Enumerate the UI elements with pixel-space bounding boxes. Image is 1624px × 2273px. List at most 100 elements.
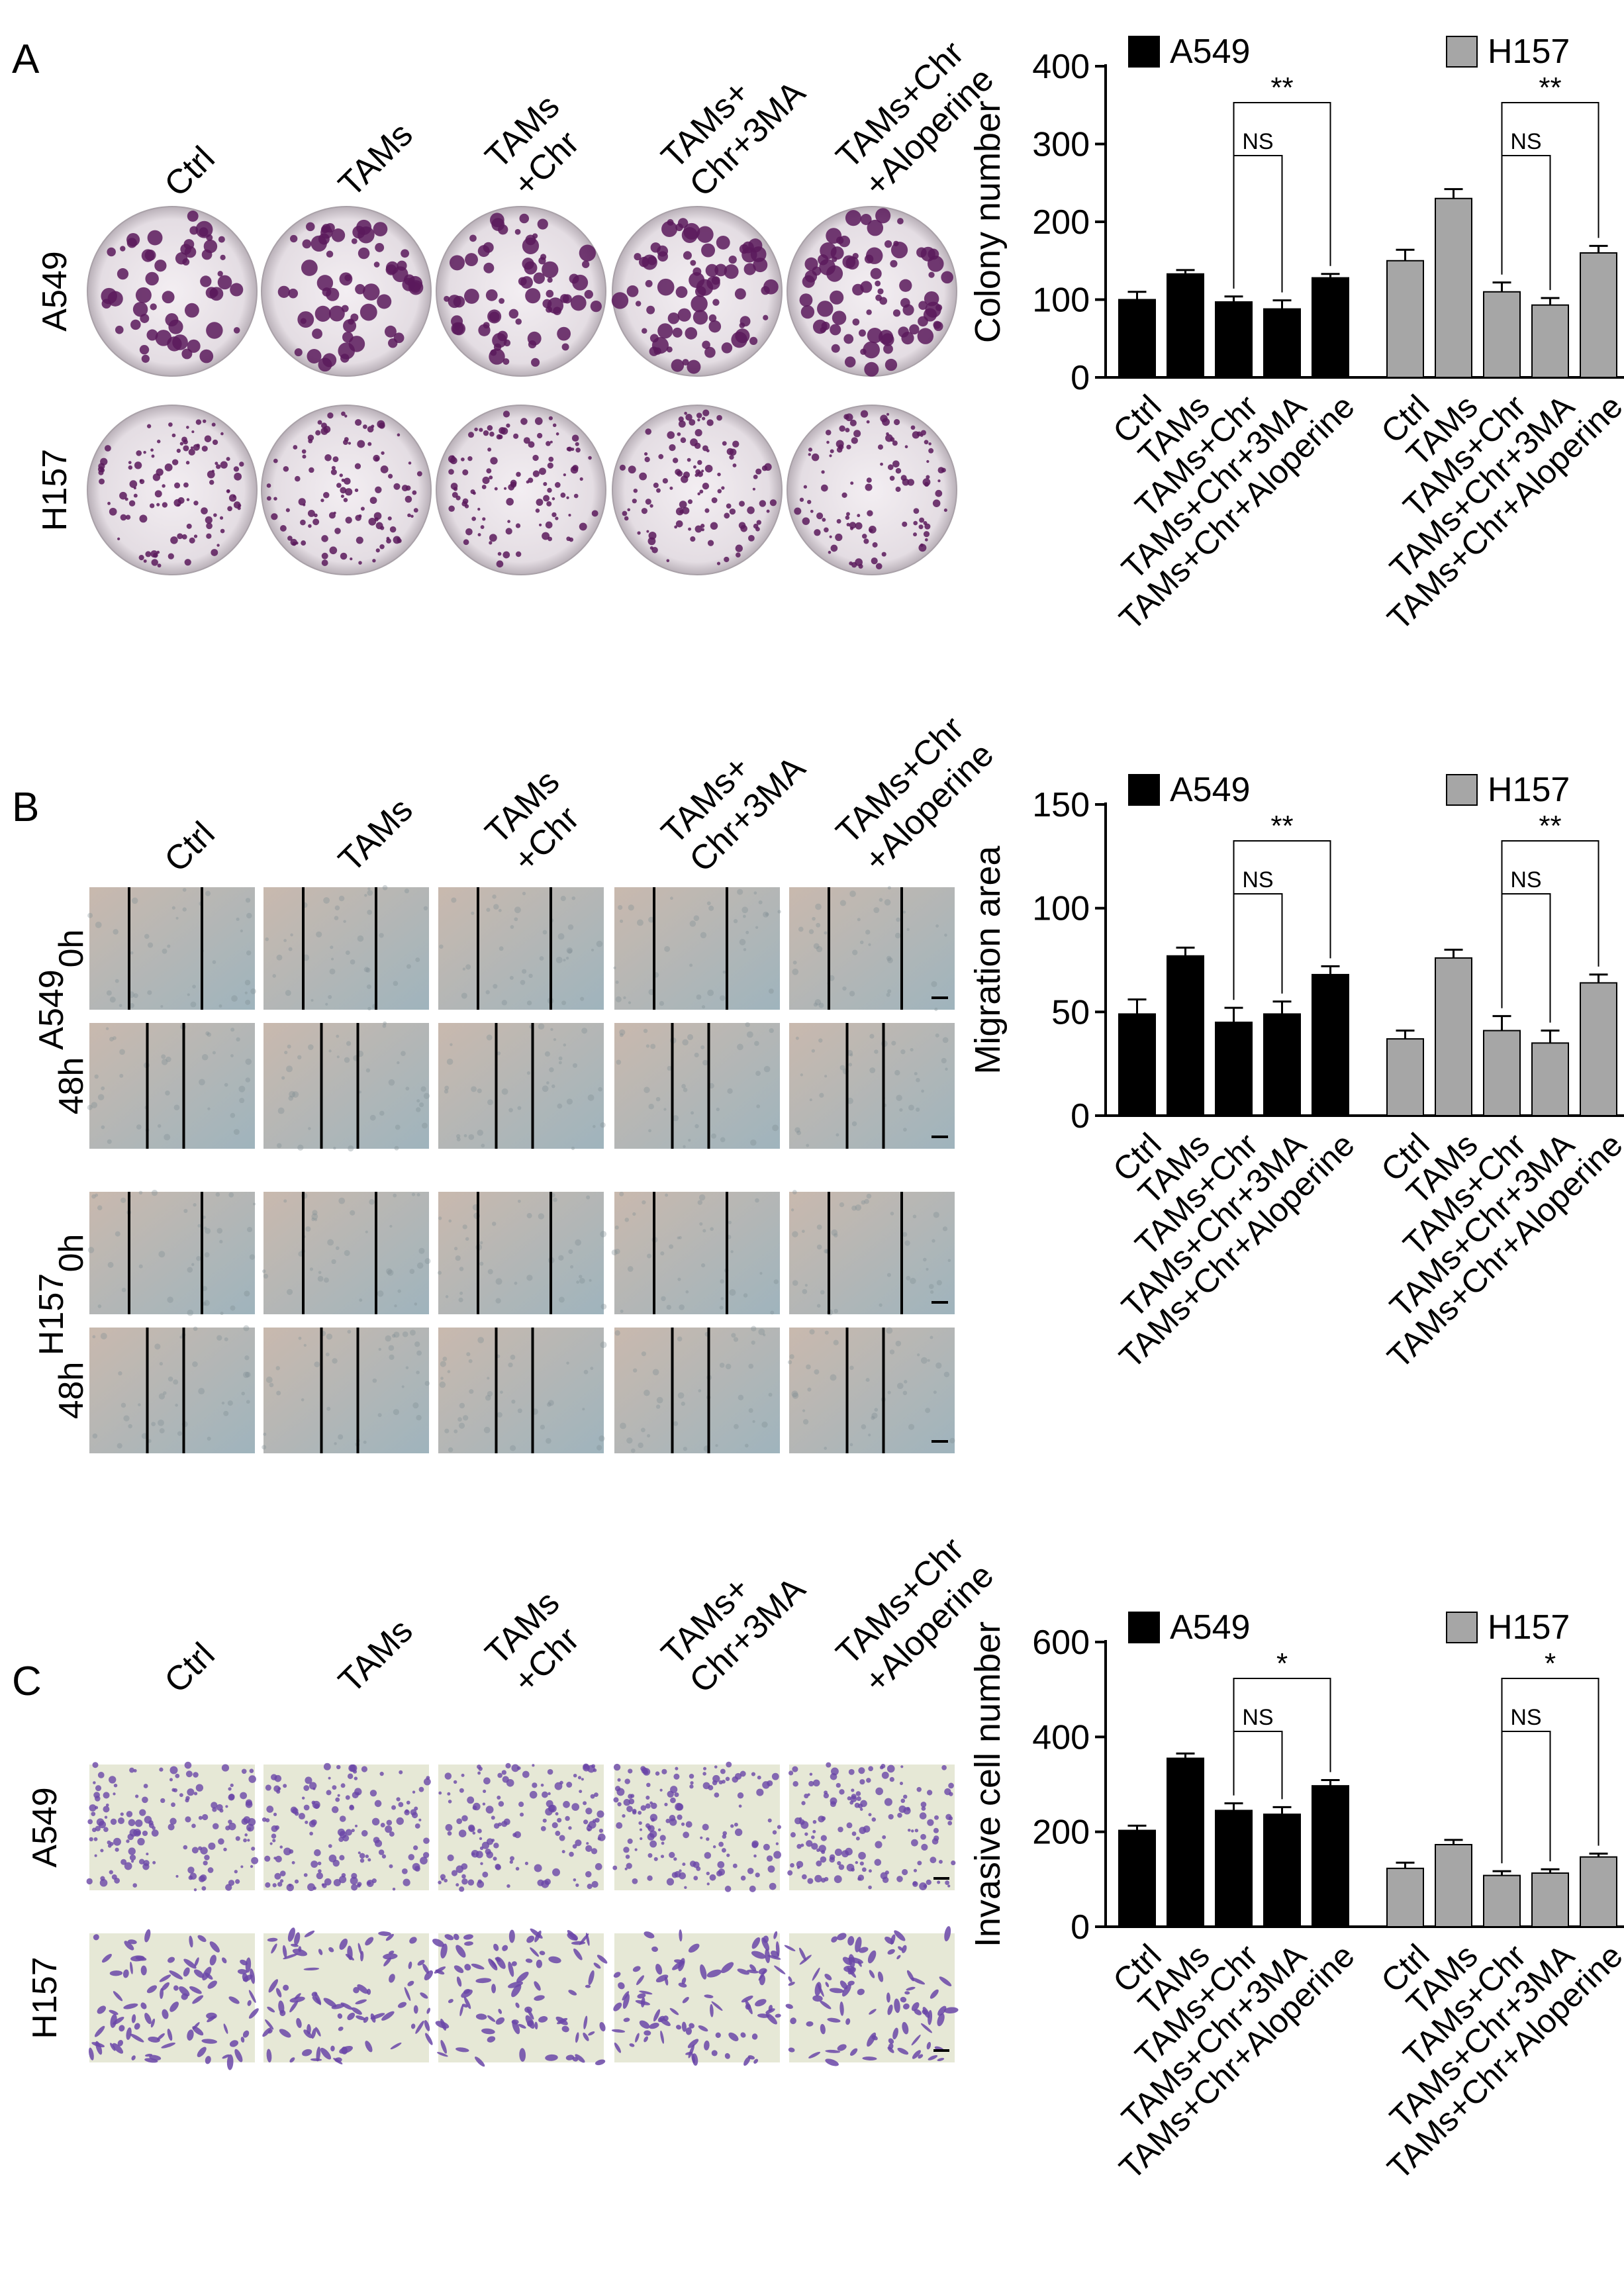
time-label: 48h bbox=[52, 1362, 91, 1420]
row-label-a549: A549 bbox=[36, 251, 74, 331]
bar bbox=[1215, 1810, 1253, 1928]
error-bar bbox=[1541, 1030, 1560, 1043]
y-tick-label: 150 bbox=[1032, 786, 1090, 824]
panel-letter: C bbox=[12, 1659, 42, 1704]
transwell-image bbox=[262, 1763, 431, 1892]
significance-outer: * bbox=[1276, 1647, 1288, 1680]
legend-swatch bbox=[1446, 774, 1478, 806]
y-axis-label: Colony number bbox=[968, 101, 1008, 343]
panel-letter: A bbox=[12, 36, 40, 82]
transwell-image bbox=[432, 1928, 608, 2067]
scratch-image bbox=[787, 1327, 955, 1453]
column-header: TAMs+Chr bbox=[478, 1584, 587, 1701]
y-tick-label: 200 bbox=[1032, 203, 1090, 242]
bar bbox=[1118, 1013, 1156, 1117]
y-tick-label: 400 bbox=[1032, 48, 1090, 86]
column-header-line: TAMs bbox=[331, 791, 420, 879]
legend-label: H157 bbox=[1488, 32, 1570, 71]
scratch-image bbox=[614, 1326, 780, 1453]
column-header-line: Ctrl bbox=[157, 1635, 222, 1700]
error-bar bbox=[1396, 248, 1415, 261]
significance-bracket: ** NS bbox=[1501, 810, 1600, 1023]
dish-image bbox=[261, 206, 432, 377]
error-bar bbox=[1444, 948, 1463, 958]
bar bbox=[1312, 1785, 1349, 1927]
error-bar bbox=[1589, 973, 1608, 983]
error-bar bbox=[1127, 291, 1147, 300]
transwell-image bbox=[262, 1927, 434, 2064]
scratch-image bbox=[263, 1021, 430, 1152]
scratch-image bbox=[438, 1328, 607, 1453]
error-bar bbox=[1492, 1015, 1511, 1031]
scratch-image bbox=[438, 1023, 606, 1150]
panel-c: C Ctrl TAMs TAMs+Chr TAMs+Chr+3MA TAMs+Chr+Al… bbox=[12, 1530, 1001, 2070]
bar bbox=[1118, 299, 1156, 378]
error-bar bbox=[1272, 1806, 1292, 1815]
bar bbox=[1167, 273, 1204, 378]
significance-bracket: ** NS bbox=[1233, 810, 1331, 1000]
significance-outer: ** bbox=[1270, 810, 1293, 842]
y-tick-label: 0 bbox=[1071, 1908, 1090, 1947]
error-bar bbox=[1272, 1000, 1292, 1014]
column-header: TAMs bbox=[331, 1612, 420, 1700]
bar bbox=[1167, 1757, 1204, 1927]
transwell-image bbox=[784, 1926, 959, 2066]
dish-image bbox=[611, 206, 783, 377]
bar bbox=[1215, 1022, 1253, 1116]
column-header: TAMs+Chr+3MA bbox=[654, 748, 813, 879]
significance-bracket: *NS bbox=[1501, 1647, 1600, 1864]
scratch-image bbox=[263, 885, 429, 1011]
significance-inner: NS bbox=[1242, 129, 1273, 154]
bar bbox=[1435, 957, 1472, 1117]
bar bbox=[1435, 1844, 1472, 1927]
bar bbox=[1483, 291, 1521, 378]
y-tick-label: 100 bbox=[1032, 890, 1090, 928]
column-header: TAMs+Chr bbox=[478, 87, 587, 205]
y-axis-label: Migration area bbox=[968, 845, 1008, 1074]
legend-label: H157 bbox=[1488, 1608, 1570, 1647]
time-label: 48h bbox=[52, 1057, 91, 1115]
legend-swatch bbox=[1128, 774, 1160, 806]
bar bbox=[1312, 973, 1349, 1117]
scratch-image bbox=[613, 887, 781, 1010]
significance-bracket: ** NS bbox=[1233, 72, 1331, 293]
bar bbox=[1483, 1874, 1521, 1928]
bar bbox=[1580, 252, 1617, 378]
scratch-image bbox=[87, 1023, 255, 1149]
bar bbox=[1531, 304, 1569, 379]
legend-label: A549 bbox=[1170, 32, 1250, 71]
error-bar bbox=[1321, 965, 1340, 975]
scratch-image bbox=[789, 1023, 955, 1149]
row-label-h157: H157 bbox=[36, 449, 74, 531]
bar bbox=[1531, 1042, 1569, 1117]
bar bbox=[1435, 197, 1472, 378]
error-bar bbox=[1127, 1824, 1147, 1831]
y-axis-label: Invasive cell number bbox=[968, 1621, 1008, 1947]
y-tick-label: 400 bbox=[1032, 1718, 1090, 1757]
column-header: TAMs+Chr bbox=[478, 763, 587, 880]
error-bar bbox=[1492, 281, 1511, 292]
error-bar bbox=[1444, 1839, 1463, 1845]
bar bbox=[1312, 277, 1349, 378]
column-header: TAMs bbox=[331, 115, 420, 204]
error-bar bbox=[1224, 1006, 1243, 1022]
error-bar bbox=[1176, 946, 1195, 956]
scratch-image bbox=[438, 887, 604, 1010]
error-bar bbox=[1589, 1853, 1608, 1857]
significance-outer: * bbox=[1545, 1647, 1556, 1680]
scratch-image bbox=[789, 1190, 955, 1316]
bar bbox=[1386, 1038, 1424, 1116]
scratch-image bbox=[89, 1325, 255, 1453]
error-bar bbox=[1396, 1861, 1415, 1868]
error-bar bbox=[1541, 297, 1560, 305]
dish-image bbox=[87, 405, 258, 575]
error-bar bbox=[1321, 1779, 1340, 1786]
significance-inner: NS bbox=[1510, 129, 1541, 154]
transwell-image bbox=[88, 1929, 259, 2070]
significance-inner: NS bbox=[1510, 867, 1541, 893]
dish-image bbox=[436, 206, 606, 377]
